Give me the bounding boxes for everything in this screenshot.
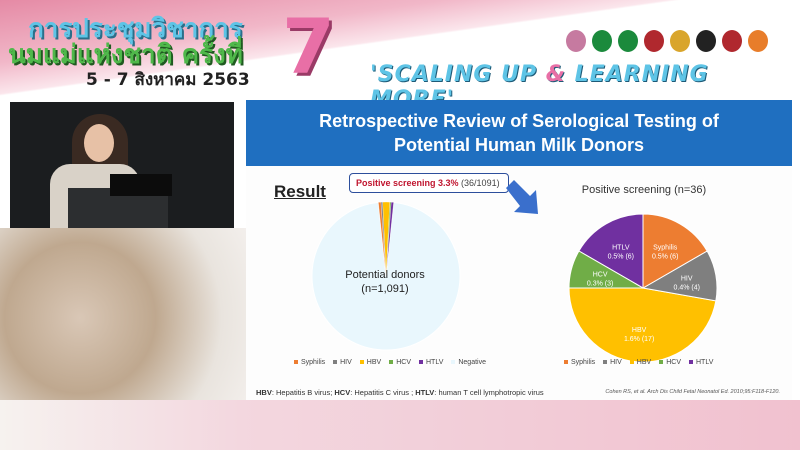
callout-rest: (36/1091) [458, 178, 500, 188]
arrow-icon [506, 180, 538, 214]
bottom-banner [0, 400, 800, 450]
background-child-photo [0, 228, 246, 400]
slice-label: HIV [681, 275, 693, 282]
right-pie-legend: Syphilis HIV HBV HCV HTLV [564, 359, 713, 366]
pie-slice-htlv [578, 213, 644, 289]
slice-label: Syphilis [653, 245, 678, 252]
legend-item-hiv: HIV [603, 359, 622, 366]
footnote-part: HBV [256, 388, 272, 397]
sponsor-logo [748, 30, 768, 52]
legend-item-hcv: HCV [659, 359, 681, 366]
speaker-face [84, 124, 114, 162]
sponsor-logo [696, 30, 716, 52]
slice-label: HCV [593, 272, 608, 279]
slice-label: 0.4% (4) [673, 284, 699, 291]
slice-label: 1.6% (17) [624, 336, 654, 343]
legend-item-hbv: HBV [359, 359, 381, 366]
slice-label: HBV [632, 327, 647, 334]
footnote-part: HCV [334, 388, 351, 397]
sponsor-logo [722, 30, 742, 52]
slice-label: 0.5% (6) [608, 254, 634, 261]
sponsor-logos [566, 30, 768, 52]
footnote-part: : human T cell lymphotropic virus [434, 388, 544, 397]
donor-pie-chart: Potential donors (n=1,091) [311, 201, 461, 351]
pie-slice-syphilis [642, 213, 708, 289]
pie-slice-hbv [568, 287, 717, 363]
legend-item-hbv: HBV [629, 359, 651, 366]
banner-dates: 5 - 7 สิงหาคม 2563 [86, 70, 250, 90]
tagline-amp: & [545, 62, 566, 87]
banner-title-line1: การประชุมวิชาการ [28, 14, 243, 44]
conference-banner: การประชุมวิชาการ นมแม่แห่งชาติ ครั้งที่ … [0, 0, 800, 112]
banner-edition-number: 7 [282, 2, 335, 91]
footnote-part: : Hepatitis B virus; [271, 388, 335, 397]
abbreviation-footnote: HBV: Hepatitis B virus; HCV: Hepatitis C… [256, 388, 544, 397]
sponsor-logo [592, 30, 612, 52]
banner-title-line2: นมแม่แห่งชาติ ครั้งที่ [8, 40, 243, 70]
speaker-video [10, 102, 234, 228]
legend-item-syphilis: Syphilis [564, 359, 595, 366]
sponsor-logo [618, 30, 638, 52]
sponsor-logo [670, 30, 690, 52]
slice-label: HTLV [612, 245, 630, 252]
slide-title-line1: Retrospective Review of Serological Test… [319, 111, 719, 131]
legend-item-hiv: HIV [333, 359, 352, 366]
slice-label: 0.3% (3) [587, 281, 613, 288]
sponsor-logo [644, 30, 664, 52]
legend-item-hcv: HCV [389, 359, 411, 366]
slide-title-line2: Potential Human Milk Donors [393, 135, 645, 155]
result-heading: Result [274, 182, 326, 201]
legend-item-negative: Negative [451, 359, 486, 366]
pie-slice-negative [311, 201, 461, 351]
tagline-part: 'SCALING UP [370, 62, 546, 87]
left-pie-label-2: (n=1,091) [361, 283, 408, 295]
left-pie-label-1: Potential donors [345, 269, 425, 281]
legend-item-syphilis: Syphilis [294, 359, 325, 366]
callout-bold: Positive screening 3.3% [356, 178, 459, 188]
sponsor-logo [566, 30, 586, 52]
positive-screening-pie-chart: Syphilis 0.5% (6) HIV 0.4% (4) HBV 1.6% (17) H… [568, 213, 718, 363]
legend-item-htlv: HTLV [418, 359, 443, 366]
laptop [110, 174, 172, 196]
left-pie-legend: Syphilis HIV HBV HCV HTLV Negative [294, 359, 486, 366]
slide-title: Retrospective Review of Serological Test… [246, 100, 792, 166]
pie-slice-syphilis [378, 202, 387, 277]
right-pie-title: Positive screening (n=36) [581, 184, 707, 196]
footnote-part: HTLV [415, 388, 435, 397]
presentation-slide: Retrospective Review of Serological Test… [246, 100, 792, 400]
positive-screening-callout: Positive screening 3.3% (36/1091) [349, 173, 509, 193]
footnote-part: : Hepatitis C virus ; [350, 388, 416, 397]
citation: Cohen RS, et al. Arch Dis Child Fetal Ne… [605, 389, 780, 395]
legend-item-htlv: HTLV [688, 359, 713, 366]
slice-label: 0.5% (6) [652, 254, 678, 261]
